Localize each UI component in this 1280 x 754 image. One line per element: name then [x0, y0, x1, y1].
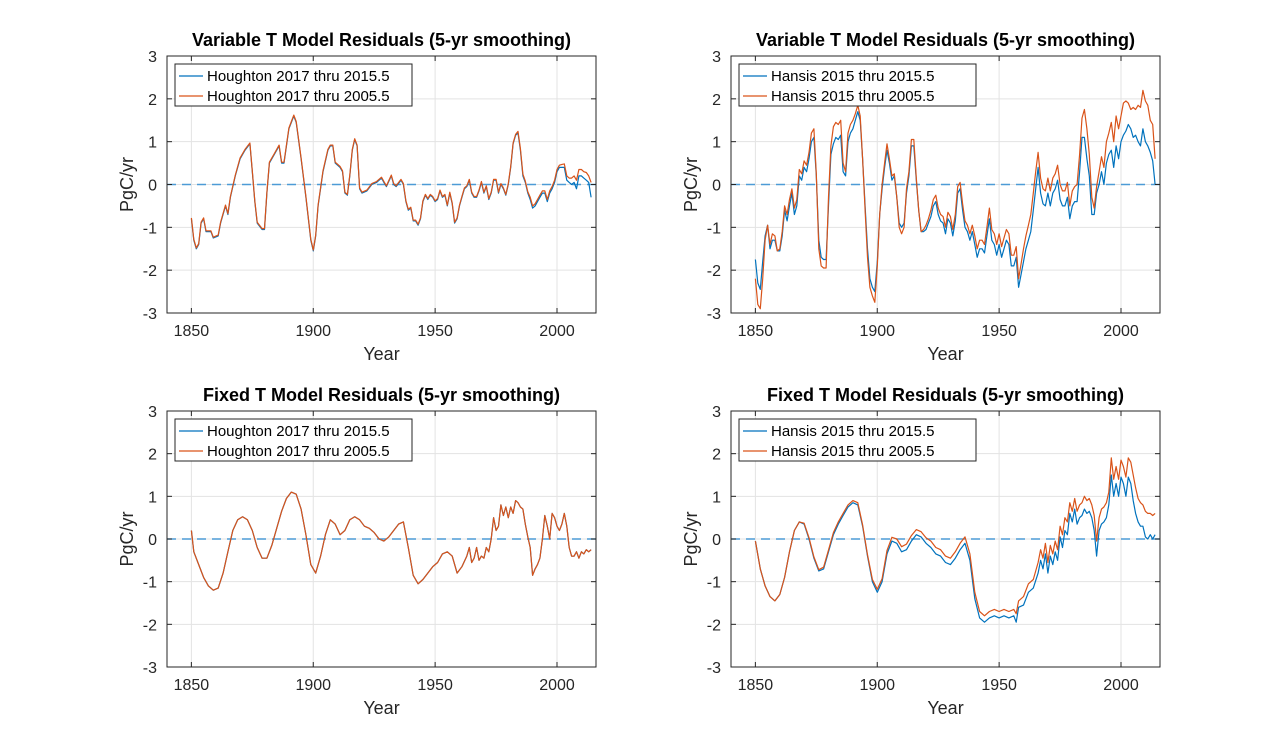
legend-label-1: Hansis 2015 thru 2015.5 — [771, 423, 934, 440]
series-line-2 — [190, 114, 592, 251]
y-tick-label: 1 — [148, 489, 157, 506]
legend-box — [174, 418, 413, 462]
series-line-1 — [754, 474, 1156, 623]
x-axis-label: Year — [927, 344, 963, 364]
y-tick-label: -3 — [707, 660, 721, 677]
x-tick-label: 1900 — [859, 677, 895, 694]
x-tick-label: 2000 — [539, 323, 575, 340]
legend-label-1: Houghton 2017 thru 2015.5 — [207, 423, 390, 440]
y-tick-label: -3 — [143, 306, 157, 323]
series-line-1 — [754, 111, 1156, 293]
x-tick-label: 1950 — [417, 677, 453, 694]
x-tick-label: 1850 — [738, 323, 774, 340]
y-tick-label: 2 — [712, 92, 721, 109]
series-line-1 — [190, 491, 592, 591]
y-tick-label: 1 — [148, 135, 157, 152]
y-tick-label: -3 — [707, 306, 721, 323]
series-line-2 — [754, 457, 1156, 617]
y-tick-label: -1 — [707, 220, 721, 237]
x-axis-label: Year — [927, 698, 963, 718]
legend: Hansis 2015 thru 2015.5 Hansis 2015 thru … — [738, 63, 977, 107]
x-tick-label: 2000 — [1103, 323, 1139, 340]
y-tick-label: -2 — [707, 617, 721, 634]
y-tick-label: -1 — [707, 575, 721, 592]
y-tick-label: -1 — [143, 220, 157, 237]
x-tick-label: 1850 — [174, 677, 210, 694]
y-axis-label: PgC/yr — [681, 511, 701, 566]
chart-title: Fixed T Model Residuals (5-yr smoothing) — [767, 385, 1124, 405]
legend-box — [738, 418, 977, 462]
y-tick-label: 1 — [712, 489, 721, 506]
chart-panel-4: 1850 1900 1950 2000 -3 -2 -1 0 1 2 3 Fixed T Model … — [681, 385, 1161, 718]
y-tick-label: 0 — [712, 178, 721, 195]
x-tick-label: 1900 — [859, 323, 895, 340]
x-tick-label: 1950 — [981, 323, 1017, 340]
x-tick-label: 1900 — [295, 677, 331, 694]
x-tick-label: 1850 — [738, 677, 774, 694]
chart-panel-2: 1850 1900 1950 2000 -3 -2 -1 0 1 2 3 Variable T Mod… — [681, 30, 1161, 364]
y-tick-label: 0 — [148, 532, 157, 549]
series-line-1 — [190, 115, 592, 252]
y-tick-label: 2 — [148, 92, 157, 109]
legend-label-1: Hansis 2015 thru 2015.5 — [771, 68, 934, 85]
y-axis-label: PgC/yr — [681, 157, 701, 212]
legend-label-2: Houghton 2017 thru 2005.5 — [207, 88, 390, 105]
legend-box — [174, 63, 413, 107]
y-tick-label: -3 — [143, 660, 157, 677]
x-tick-label: 1950 — [417, 323, 453, 340]
x-axis-label: Year — [363, 698, 399, 718]
chart-title: Fixed T Model Residuals (5-yr smoothing) — [203, 385, 560, 405]
legend: Houghton 2017 thru 2015.5 Houghton 2017 t… — [174, 63, 413, 107]
x-tick-label: 1900 — [295, 323, 331, 340]
y-tick-label: -1 — [143, 575, 157, 592]
series-line-2 — [754, 89, 1156, 310]
y-tick-label: 3 — [148, 404, 157, 421]
y-tick-label: 0 — [148, 178, 157, 195]
chart-panel-1: 1850 1900 1950 2000 -3 -2 -1 0 1 2 3 Variable T Mod… — [117, 30, 597, 364]
y-axis-label: PgC/yr — [117, 157, 137, 212]
legend: Houghton 2017 thru 2015.5 Houghton 2017 t… — [174, 418, 413, 462]
x-tick-label: 1850 — [174, 323, 210, 340]
chart-panel-3: 1850 1900 1950 2000 -3 -2 -1 0 1 2 3 Fixed T Model … — [117, 385, 597, 718]
y-tick-label: 3 — [712, 404, 721, 421]
x-tick-label: 2000 — [1103, 677, 1139, 694]
y-tick-label: -2 — [143, 263, 157, 280]
y-tick-label: 0 — [712, 532, 721, 549]
x-tick-label: 2000 — [539, 677, 575, 694]
y-tick-label: -2 — [707, 263, 721, 280]
y-tick-label: 2 — [148, 447, 157, 464]
legend-label-2: Hansis 2015 thru 2005.5 — [771, 443, 934, 460]
x-tick-label: 1950 — [981, 677, 1017, 694]
y-tick-label: 3 — [712, 49, 721, 66]
legend-label-2: Hansis 2015 thru 2005.5 — [771, 88, 934, 105]
legend-box — [738, 63, 977, 107]
legend-label-2: Houghton 2017 thru 2005.5 — [207, 443, 390, 460]
series-line-2 — [190, 491, 592, 591]
legend: Hansis 2015 thru 2015.5 Hansis 2015 thru … — [738, 418, 977, 462]
y-tick-label: 1 — [712, 135, 721, 152]
chart-title: Variable T Model Residuals (5-yr smoothi… — [756, 30, 1135, 50]
y-tick-label: 3 — [148, 49, 157, 66]
chart-title: Variable T Model Residuals (5-yr smoothi… — [192, 30, 571, 50]
y-tick-label: -2 — [143, 617, 157, 634]
y-axis-label: PgC/yr — [117, 511, 137, 566]
legend-label-1: Houghton 2017 thru 2015.5 — [207, 68, 390, 85]
y-tick-label: 2 — [712, 447, 721, 464]
x-axis-label: Year — [363, 344, 399, 364]
